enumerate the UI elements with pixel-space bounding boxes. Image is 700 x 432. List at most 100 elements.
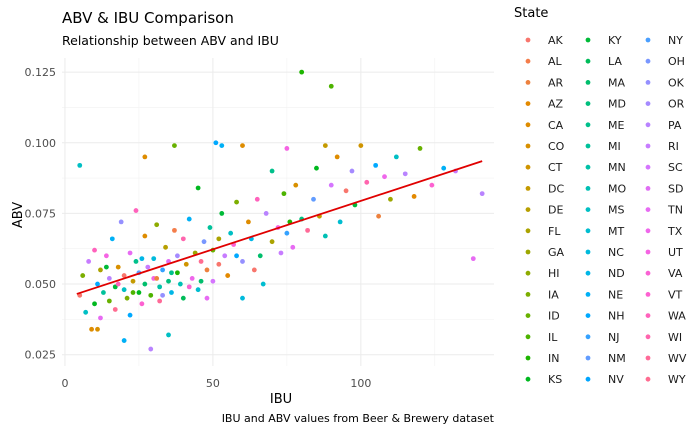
legend-entry-me: ME (585, 119, 624, 132)
legend-label: WI (668, 331, 682, 344)
legend-label: NV (608, 373, 624, 386)
legend-entry-mi: MI (585, 140, 621, 153)
x-tick-label: 0 (61, 377, 68, 390)
data-point (139, 301, 145, 307)
data-point (219, 211, 225, 216)
data-point (169, 290, 174, 295)
data-point (166, 332, 171, 338)
data-point (142, 281, 148, 287)
data-point (133, 208, 139, 213)
legend-key (645, 122, 651, 128)
data-point (154, 276, 160, 281)
legend-key (525, 80, 531, 85)
data-point (174, 270, 180, 276)
legend-label: NJ (608, 331, 619, 344)
legend-label: HI (548, 267, 560, 280)
legend-entry-nd: ND (585, 267, 625, 280)
data-point (358, 143, 364, 148)
data-point (240, 295, 245, 301)
legend-label: ME (608, 119, 624, 132)
legend-key (645, 101, 651, 106)
legend: AK AL AR AZ CA CO CT DC DE FL GA HI IA ID IL IN KS KY LA MA… (525, 34, 687, 386)
legend-key (585, 313, 591, 318)
data-point (204, 267, 210, 273)
legend-key (645, 186, 651, 191)
plot-area: 0 50 100 0.025 0.050 0.075 0.100 0.125 (25, 58, 494, 390)
data-point (219, 143, 225, 148)
legend-entry-vt: VT (645, 288, 683, 301)
legend-label: AZ (548, 98, 564, 111)
data-point (95, 326, 100, 332)
data-point (166, 278, 171, 284)
data-point (115, 264, 121, 270)
legend-label: MI (608, 140, 621, 153)
y-tick-label: 0.025 (25, 349, 57, 362)
legend-label: AK (548, 34, 564, 47)
legend-key (585, 186, 591, 191)
legend-label: CO (548, 140, 565, 153)
legend-key (585, 334, 591, 340)
data-point (343, 188, 349, 194)
data-point (106, 298, 112, 304)
legend-label: GA (548, 246, 565, 259)
data-point (441, 165, 447, 171)
legend-key (585, 376, 591, 382)
y-axis-title: ABV (11, 202, 26, 228)
legend-label: NH (608, 310, 625, 323)
data-point (186, 284, 192, 290)
data-point (115, 281, 121, 287)
legend-label: VA (668, 267, 683, 280)
legend-entry-ms: MS (585, 204, 624, 217)
data-point (429, 182, 435, 188)
x-tick-label: 100 (350, 377, 371, 390)
data-point (207, 225, 213, 230)
legend-entry-ia: IA (525, 288, 559, 301)
data-point (172, 227, 177, 233)
legend-entry-ar: AR (525, 76, 564, 89)
legend-entry-nm: NM (585, 352, 626, 365)
legend-key (525, 101, 531, 106)
data-point (349, 168, 355, 174)
data-point (240, 259, 245, 264)
data-point (281, 191, 287, 197)
data-point (334, 154, 340, 160)
legend-label: NC (608, 246, 624, 259)
legend-entry-nv: NV (585, 373, 624, 386)
data-point (305, 227, 310, 233)
legend-label: SC (668, 161, 683, 174)
legend-key (525, 334, 531, 340)
legend-label: WV (668, 352, 687, 365)
legend-entry-dc: DC (525, 182, 564, 195)
data-point (393, 154, 399, 160)
y-tick-label: 0.050 (25, 278, 57, 291)
legend-entry-nj: NJ (585, 331, 619, 344)
data-point (127, 250, 133, 256)
data-point (284, 146, 290, 151)
data-point (322, 233, 328, 239)
legend-entry-ak: AK (525, 34, 564, 47)
data-point (139, 256, 145, 262)
legend-key (525, 37, 531, 43)
legend-key (645, 164, 651, 170)
data-point (177, 281, 183, 287)
legend-label: DE (548, 204, 563, 217)
legend-key (525, 355, 531, 361)
x-axis-title: IBU (270, 392, 292, 407)
data-point (172, 143, 177, 148)
legend-entry-la: LA (585, 55, 622, 68)
legend-label: AL (548, 55, 563, 68)
data-point (130, 278, 136, 284)
data-point (160, 292, 166, 298)
legend-label: IA (548, 288, 559, 301)
data-point (417, 146, 423, 151)
data-point (216, 261, 222, 267)
y-tick-label: 0.100 (25, 137, 57, 150)
legend-key (585, 101, 591, 106)
legend-entry-ga: GA (525, 246, 565, 259)
legend-label: KS (548, 373, 562, 386)
legend-label: NE (608, 288, 623, 301)
legend-entry-wv: WV (645, 352, 687, 365)
legend-key (645, 376, 651, 382)
data-point (376, 213, 382, 219)
